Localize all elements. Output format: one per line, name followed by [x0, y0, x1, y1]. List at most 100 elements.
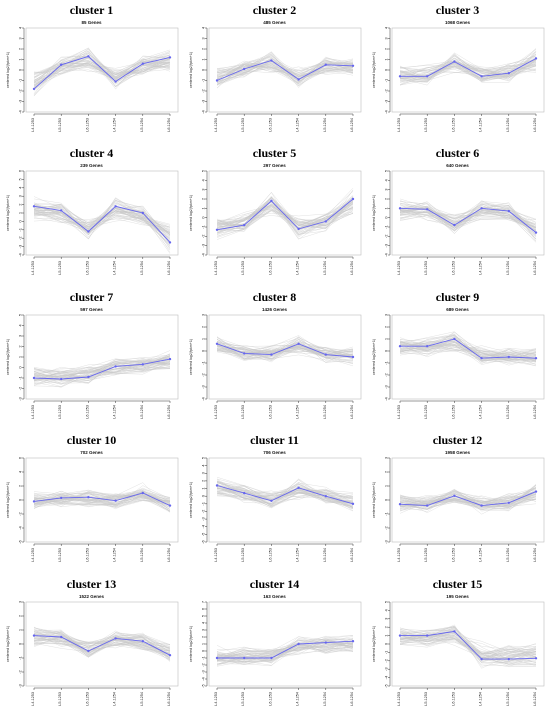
cluster-plot: -6 -5 -4 -3 -2 -1 0 1 2 3 4 5 centered log2(fpkm+1) L…	[189, 456, 362, 562]
y-tick-label: -4	[384, 396, 389, 400]
gene-traces	[33, 350, 171, 388]
y-tick-label: 0	[18, 498, 23, 501]
x-tick-label: L4.1253	[31, 405, 35, 419]
centroid-point	[297, 486, 300, 489]
y-tick-label: 5	[384, 169, 389, 172]
gene-traces	[216, 187, 354, 240]
centroid-point	[480, 657, 483, 661]
x-tick-label: L4.1253	[397, 118, 401, 132]
y-tick-label: 2	[201, 325, 206, 328]
x-axis: L4.1253 L5.1253 L6.1253 L4.1254 L5.1254 L6.12…	[214, 400, 354, 419]
y-tick-label: -1	[201, 655, 206, 659]
y-tick-label: 1	[384, 634, 389, 637]
y-axis-label: centered log2(fpkm+1)	[6, 626, 10, 662]
gene-trace	[399, 335, 537, 366]
x-tick-label: L6.1253	[268, 261, 272, 275]
y-tick-label: 3	[384, 313, 389, 316]
y-axis-label: centered log2(fpkm+1)	[372, 482, 376, 518]
y-tick-label: 3	[384, 456, 389, 459]
centroid-point	[270, 353, 273, 356]
cluster-title: cluster 6	[435, 146, 480, 160]
gene-count-label: 1522 Genes	[78, 594, 105, 599]
y-tick-label: -4	[384, 109, 389, 113]
centroid-point	[453, 630, 456, 633]
gene-count-label: 1958 Genes	[444, 450, 471, 455]
gene-trace	[399, 627, 537, 657]
cluster-panel: cluster 6 640 Genes -4 -3 -2 -1 0 1 2 3 4 5 centered…	[366, 143, 549, 283]
x-tick-label: L5.1254	[323, 261, 327, 275]
gene-trace	[33, 363, 171, 373]
y-tick-label: 2	[384, 197, 389, 200]
centroid-point	[87, 649, 90, 653]
plot-frame	[391, 27, 545, 113]
x-tick-label: L5.1254	[506, 405, 510, 419]
x-tick-label: L6.1254	[167, 405, 171, 419]
plot-frame	[391, 457, 545, 543]
y-axis-label: centered log2(fpkm+1)	[372, 195, 376, 231]
x-tick-label: L6.1253	[85, 548, 89, 562]
centroid-point	[426, 504, 429, 507]
y-tick-label: 5	[384, 600, 389, 603]
x-tick-label: L5.1254	[323, 118, 327, 132]
x-tick-label: L5.1254	[323, 405, 327, 419]
centroid-point	[507, 501, 510, 504]
x-tick-label: L4.1254	[479, 405, 483, 419]
x-tick-label: L6.1253	[451, 405, 455, 419]
y-axis: -5 -4 -3 -2 -1 0 1 2 3 4 5	[384, 600, 391, 688]
y-tick-label: -2	[201, 234, 206, 238]
x-axis: L4.1253 L5.1253 L6.1253 L4.1254 L5.1254 L6.12…	[214, 113, 354, 132]
cluster-centroid-line	[33, 635, 171, 656]
y-tick-label: -1	[18, 78, 23, 82]
centroid-point	[32, 87, 36, 91]
centroid-point	[114, 80, 117, 83]
gene-trace	[217, 638, 354, 658]
centroid-point	[426, 345, 429, 348]
x-tick-label: L6.1253	[268, 548, 272, 562]
centroid-point	[32, 500, 36, 503]
gene-trace	[399, 628, 537, 665]
gene-trace	[399, 337, 537, 361]
y-tick-label: -3	[18, 244, 23, 248]
x-tick-label: L4.1253	[397, 548, 401, 562]
centroid-point	[243, 656, 246, 660]
x-tick-label: L4.1253	[397, 692, 401, 706]
y-axis: -4 -3 -2 -1 0 1 2 3 4 5	[201, 169, 208, 257]
gene-trace	[399, 61, 537, 78]
centroid-point	[534, 57, 538, 60]
gene-trace	[399, 634, 537, 661]
x-tick-label: L6.1253	[451, 692, 455, 706]
y-tick-label: -1	[384, 224, 389, 228]
gene-count-label: 195 Genes	[446, 594, 469, 599]
x-tick-label: L5.1253	[58, 405, 62, 419]
gene-trace	[216, 642, 354, 659]
gene-trace	[216, 60, 354, 74]
y-tick-label: -2	[18, 511, 23, 515]
centroid-point	[297, 227, 300, 231]
cluster-plot: -3 -2 -1 0 1 2 3 centered log2(fpkm+1) L4.1253 L5…	[372, 456, 545, 562]
x-tick-label: L6.1254	[533, 118, 537, 132]
centroid-point	[141, 640, 144, 643]
cluster-title: cluster 13	[66, 577, 117, 591]
gene-trace	[399, 331, 537, 367]
y-tick-label: 1	[384, 206, 389, 209]
centroid-point	[507, 657, 510, 661]
x-tick-label: L5.1253	[58, 118, 62, 132]
centroid-point	[507, 355, 510, 359]
y-tick-label: 5	[18, 178, 23, 181]
gene-trace	[399, 61, 537, 76]
y-tick-label: 0	[201, 494, 206, 497]
centroid-point	[297, 642, 300, 646]
y-tick-label: -3	[18, 396, 23, 400]
y-tick-label: -3	[384, 539, 389, 543]
gene-trace	[216, 345, 354, 358]
plot-frame	[391, 601, 545, 687]
gene-trace	[216, 55, 354, 77]
centroid-point	[453, 494, 456, 497]
y-tick-label: 2	[18, 614, 23, 617]
centroid-point	[60, 63, 63, 66]
y-tick-label: -3	[18, 683, 23, 687]
cluster-title: cluster 9	[435, 290, 480, 304]
y-tick-label: 4	[384, 178, 389, 181]
centroid-point	[168, 241, 172, 244]
x-tick-label: L5.1254	[506, 692, 510, 706]
